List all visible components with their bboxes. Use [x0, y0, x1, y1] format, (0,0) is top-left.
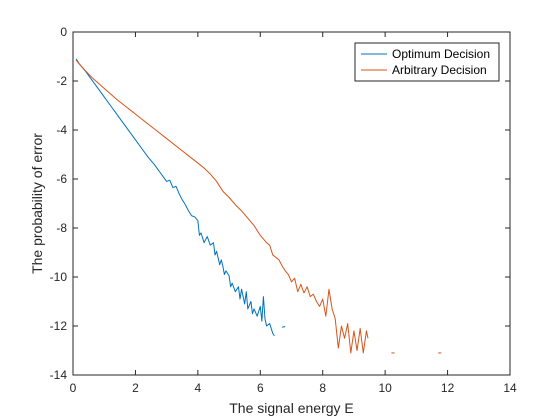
y-tick-label: -6 — [56, 172, 67, 186]
x-tick-label: 10 — [378, 381, 392, 395]
series-line-2-segment-1 — [75, 59, 369, 354]
legend-entry-2: Arbitrary Decision — [392, 63, 487, 77]
axes-box — [72, 31, 511, 376]
x-tick-label: 14 — [503, 381, 517, 395]
y-tick-label: -8 — [56, 221, 67, 235]
axes-layer — [72, 31, 511, 376]
y-tick-label: -4 — [56, 123, 67, 137]
x-tick-label: 6 — [257, 381, 264, 395]
y-tick-label: -2 — [56, 74, 67, 88]
y-axis-label: The probability of error — [29, 133, 45, 274]
y-tick-label: -10 — [50, 270, 68, 284]
legend-box — [354, 42, 500, 82]
series-layer — [75, 58, 442, 354]
plot-background — [73, 32, 510, 375]
ticks-layer: 0 2 4 6 8 10 12 14 0 -2 -4 -6 -8 -10 -12 -14 — [50, 25, 517, 395]
y-tick-label: -12 — [50, 319, 68, 333]
x-tick-label: 12 — [441, 381, 455, 395]
x-tick-label: 2 — [132, 381, 139, 395]
series-line-1-segment-2 — [282, 326, 286, 328]
x-tick-label: 0 — [70, 381, 77, 395]
legend: Optimum Decision Arbitrary Decision — [354, 42, 500, 82]
legend-entry-1: Optimum Decision — [392, 47, 490, 61]
series-line-1-segment-1 — [75, 58, 275, 337]
x-axis-label: The signal energy E — [229, 400, 354, 416]
plot-area — [73, 32, 510, 375]
y-tick-label: -14 — [50, 368, 68, 382]
x-tick-label: 8 — [319, 381, 326, 395]
y-tick-label: 0 — [60, 25, 67, 39]
x-tick-label: 4 — [195, 381, 202, 395]
